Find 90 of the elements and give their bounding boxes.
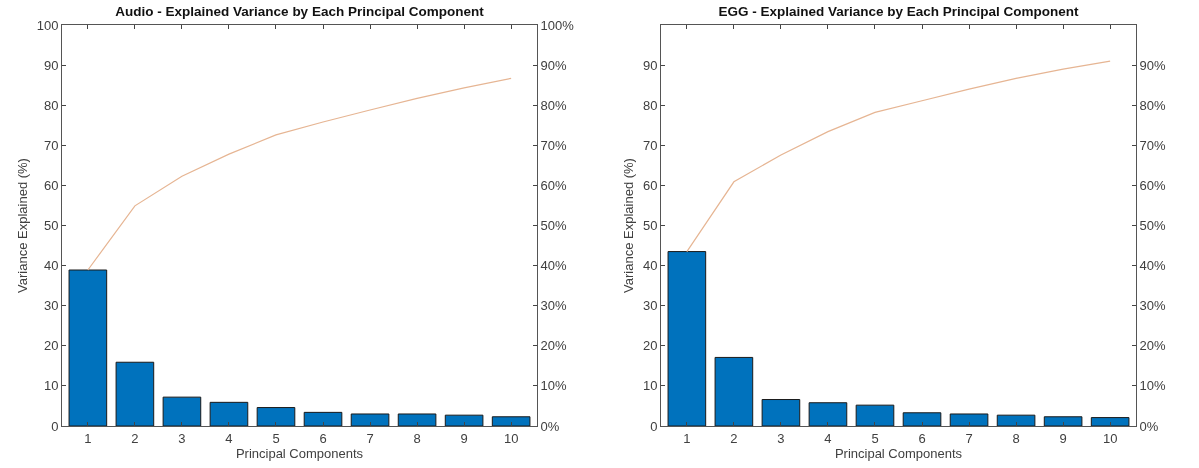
y2-tick-label: 100% — [540, 17, 575, 33]
x-tick-label: 3 — [178, 430, 186, 446]
x-tick-label: 3 — [777, 430, 785, 446]
y2-tick-label: 70% — [540, 137, 568, 153]
y-tick-label: 80 — [43, 97, 59, 113]
y-tick-label: 20 — [642, 338, 658, 354]
x-tick-label: 2 — [131, 430, 139, 446]
x-tick-label: 7 — [965, 430, 973, 446]
bar — [714, 356, 754, 426]
y-tick-label: 10 — [642, 378, 658, 394]
bar — [996, 414, 1036, 426]
y-tick-label: 80 — [642, 97, 658, 113]
bar — [350, 413, 390, 426]
y-tick-label: 60 — [43, 177, 59, 193]
y2-tick-label: 50% — [540, 218, 568, 234]
y2-tick-label: 60% — [540, 177, 568, 193]
x-tick-label: 5 — [871, 430, 879, 446]
y2-tick-label: 90% — [540, 57, 568, 73]
y-tick-label: 0 — [650, 418, 658, 434]
x-tick-label: 6 — [319, 430, 327, 446]
y-tick-label: 20 — [43, 338, 59, 354]
bar — [1090, 417, 1130, 426]
x-tick-label: 10 — [1102, 430, 1118, 446]
y-tick-label: 30 — [642, 298, 658, 314]
x-tick-label: 8 — [1012, 430, 1020, 446]
y-tick-label: 70 — [642, 137, 658, 153]
bar — [949, 413, 989, 426]
x-axis-title: Principal Components — [834, 446, 963, 462]
bar — [444, 414, 484, 426]
line-series — [87, 77, 512, 271]
bar — [162, 396, 202, 426]
y-tick-label: 70 — [43, 137, 59, 153]
y-tick-label: 0 — [51, 418, 59, 434]
bar — [761, 399, 801, 426]
y-tick-label: 30 — [43, 298, 59, 314]
bar — [491, 416, 531, 426]
bar — [667, 251, 707, 426]
y2-tick-label: 50% — [1139, 218, 1167, 234]
y-tick-label: 40 — [642, 258, 658, 274]
chart-title: Audio - Explained Variance by Each Principal Component — [115, 4, 485, 20]
x-tick-label: 9 — [460, 430, 468, 446]
x-tick-label: 9 — [1059, 430, 1067, 446]
bar — [902, 412, 942, 426]
x-axis-title: Principal Components — [235, 446, 364, 462]
y-tick-label: 50 — [642, 218, 658, 234]
y2-tick-label: 40% — [540, 258, 568, 274]
bar — [256, 407, 296, 426]
y-axis-title: Variance Explained (%) — [14, 158, 30, 293]
y2-tick-label: 30% — [540, 298, 568, 314]
y-tick-label: 50 — [43, 218, 59, 234]
y-tick-label: 40 — [43, 258, 59, 274]
y-tick-label: 60 — [642, 177, 658, 193]
x-tick-label: 1 — [84, 430, 92, 446]
bar — [855, 404, 895, 426]
y2-tick-label: 40% — [1139, 258, 1167, 274]
y2-tick-label: 20% — [540, 338, 568, 354]
x-tick-label: 4 — [225, 430, 233, 446]
bar — [209, 401, 249, 426]
x-tick-label: 4 — [824, 430, 832, 446]
x-tick-label: 6 — [918, 430, 926, 446]
y2-tick-label: 20% — [1139, 338, 1167, 354]
y-tick-label: 90 — [642, 57, 658, 73]
bar — [303, 411, 343, 426]
bar — [808, 402, 848, 426]
y2-tick-label: 10% — [1139, 378, 1167, 394]
x-tick-label: 7 — [366, 430, 374, 446]
bar — [68, 269, 108, 426]
y2-tick-label: 80% — [1139, 97, 1167, 113]
x-tick-label: 10 — [503, 430, 519, 446]
y2-tick-label: 70% — [1139, 137, 1167, 153]
y-tick-label: 10 — [43, 378, 59, 394]
x-tick-label: 5 — [272, 430, 280, 446]
y2-tick-label: 0% — [1139, 418, 1159, 434]
y-tick-label: 90 — [43, 57, 59, 73]
x-tick-label: 8 — [413, 430, 421, 446]
y-axis-title: Variance Explained (%) — [620, 158, 636, 293]
y2-tick-label: 80% — [540, 97, 568, 113]
x-tick-label: 1 — [683, 430, 691, 446]
line-series — [686, 60, 1111, 253]
y2-tick-label: 60% — [1139, 177, 1167, 193]
y2-tick-label: 30% — [1139, 298, 1167, 314]
y2-tick-label: 10% — [540, 378, 568, 394]
y2-tick-label: 90% — [1139, 57, 1167, 73]
x-tick-label: 2 — [730, 430, 738, 446]
bar — [397, 413, 437, 426]
y2-tick-label: 0% — [540, 418, 560, 434]
bar — [115, 361, 155, 426]
chart-title: EGG - Explained Variance by Each Principal Component — [718, 4, 1080, 20]
y-tick-label: 100 — [36, 17, 59, 33]
bar — [1043, 416, 1083, 426]
